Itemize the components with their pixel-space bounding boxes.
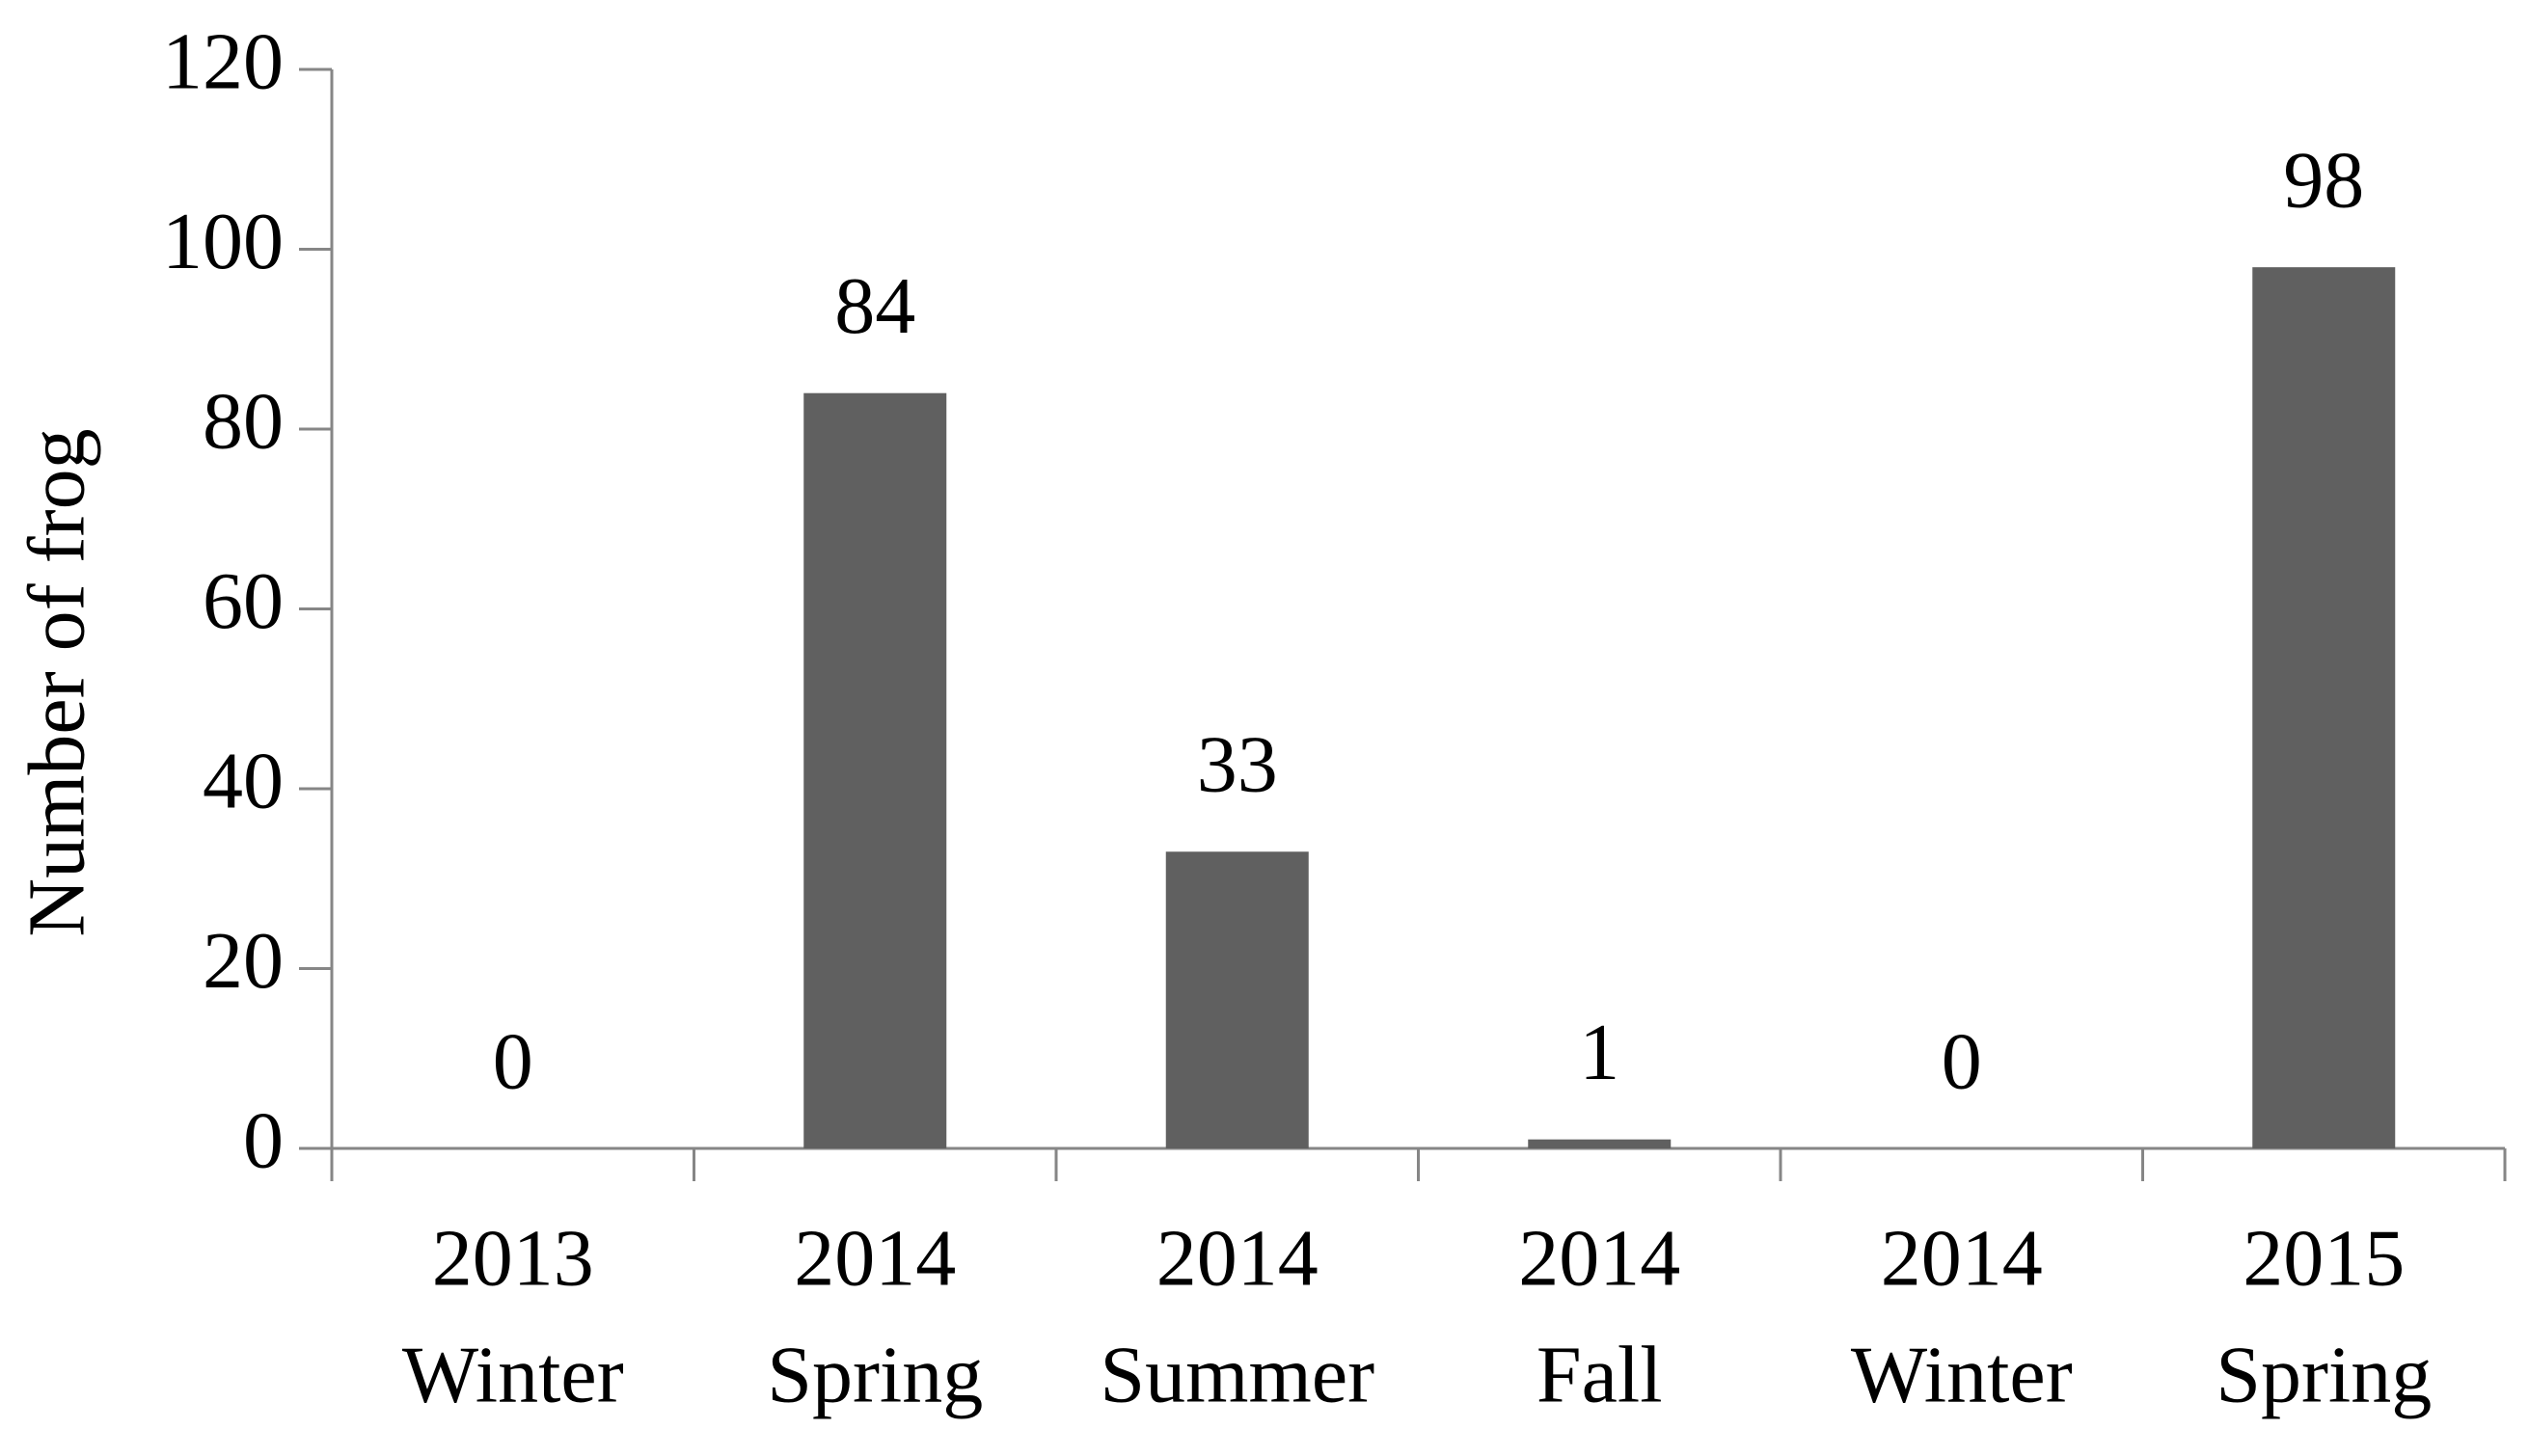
y-tick-label: 0 [243,1095,284,1185]
y-tick-label: 40 [203,736,284,825]
x-tick-label: 2014 [794,1213,956,1303]
data-label: 84 [834,261,915,351]
y-tick-label: 100 [162,197,284,286]
bar [1528,1139,1672,1148]
x-tick-label: 2014 [1881,1213,2043,1303]
data-label: 98 [2283,135,2364,225]
x-tick-label: 2014 [1156,1213,1319,1303]
x-tick-label: Spring [767,1330,983,1419]
data-label: 0 [493,1016,533,1106]
x-tick-label: Winter [402,1330,624,1419]
bar [803,392,947,1148]
y-axis-label: Number of frog [12,428,101,936]
x-tick-label: Fall [1536,1330,1663,1419]
y-tick-label: 120 [162,16,284,106]
bar [1165,851,1309,1148]
x-tick-label: Summer [1100,1330,1374,1419]
x-tick-label: 2015 [2243,1213,2405,1303]
data-label: 1 [1579,1008,1619,1097]
x-tick-label: 2013 [432,1213,594,1303]
data-label: 0 [1942,1016,1982,1106]
y-tick-label: 80 [203,376,284,466]
y-tick-label: 60 [203,556,284,646]
data-label: 33 [1197,720,1278,810]
x-tick-label: 2014 [1518,1213,1680,1303]
x-tick-label: Winter [1851,1330,2073,1419]
y-tick-label: 20 [203,916,284,1006]
bar [2252,267,2396,1148]
x-tick-label: Spring [2216,1330,2432,1419]
